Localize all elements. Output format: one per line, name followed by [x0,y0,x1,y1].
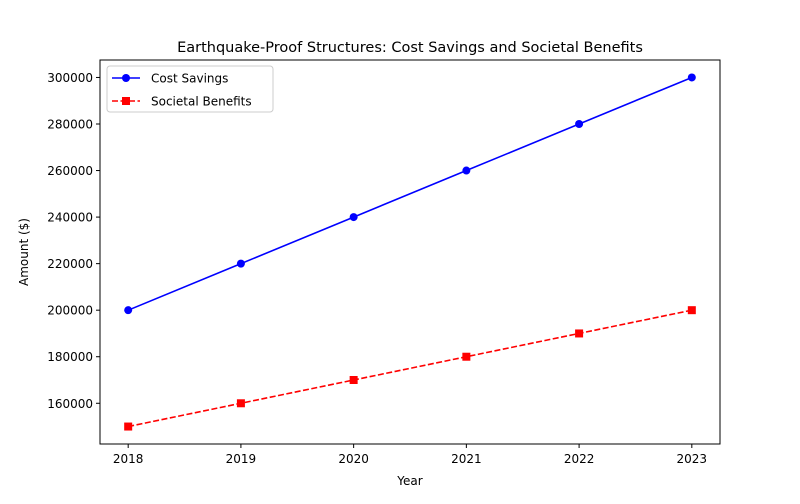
series-line-1 [128,309,692,428]
series-line-0 [127,76,693,311]
legend: Cost Savings Societal Benefits [106,65,274,113]
data-point [687,73,696,82]
x-tick-label: 2018 [113,452,144,466]
x-tick-label: 2020 [338,452,369,466]
data-point [462,166,471,175]
x-tick-label: 2023 [677,452,708,466]
plot-area-frame [99,59,721,445]
data-point [462,352,471,361]
legend-marker [122,97,130,105]
data-point [236,399,245,408]
data-point [349,376,358,384]
y-tick-label: 240000 [47,211,93,225]
y-axis-label: Amount ($) [17,218,31,286]
data-point [124,306,133,315]
data-point [575,329,584,338]
x-tick-label: 2021 [451,452,482,466]
y-tick-label: 180000 [47,350,93,364]
data-point [575,120,584,128]
legend-label: Cost Savings [151,72,228,86]
data-point [124,422,133,431]
data-point [349,213,358,222]
y-tick-label: 160000 [47,397,93,411]
chart-title: Earthquake-Proof Structures: Cost Saving… [177,40,643,56]
x-axis-label: Year [396,474,422,488]
x-tick-label: 2022 [564,452,595,466]
legend-marker [122,74,130,82]
data-point [687,306,696,315]
y-tick-label: 220000 [47,257,93,271]
data-point [236,259,245,268]
legend-label: Societal Benefits [151,95,252,109]
x-tick-label: 2019 [226,452,257,466]
y-tick-label: 300000 [47,71,93,85]
y-tick-label: 280000 [47,118,93,132]
legend-box [106,65,274,113]
y-tick-label: 260000 [47,164,93,178]
y-tick-label: 200000 [47,304,93,318]
